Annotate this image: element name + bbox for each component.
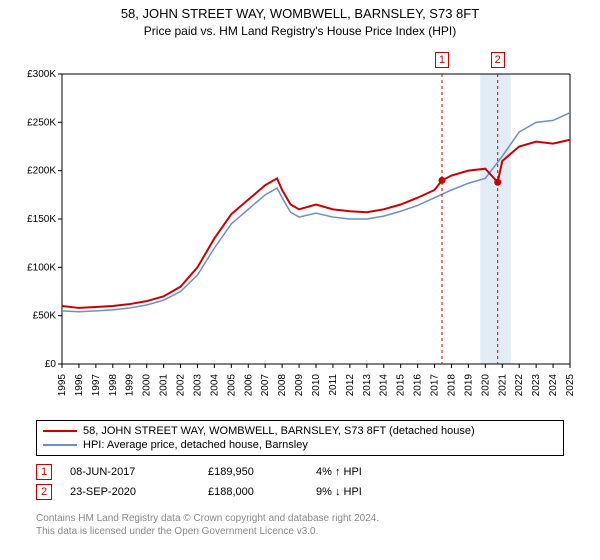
legend-label: HPI: Average price, detached house, Barn… [83,439,308,451]
svg-text:2010: 2010 [311,374,322,397]
svg-text:2007: 2007 [260,374,271,397]
footer-attribution: Contains HM Land Registry data © Crown c… [36,512,564,538]
chart-subtitle: Price paid vs. HM Land Registry's House … [0,21,600,44]
svg-text:2012: 2012 [345,374,356,397]
svg-text:£100K: £100K [27,262,56,273]
svg-text:2018: 2018 [446,374,457,397]
footer-line-2: This data is licensed under the Open Gov… [36,525,564,538]
svg-text:2016: 2016 [413,374,424,397]
svg-text:2009: 2009 [294,374,305,397]
sales-table: 1 08-JUN-2017 £189,950 4% ↑ HPI 2 23-SEP-2020… [36,462,564,502]
svg-text:2006: 2006 [243,374,254,397]
svg-text:2011: 2011 [328,374,339,396]
svg-text:2008: 2008 [277,374,288,397]
svg-text:1997: 1997 [91,374,102,397]
sale-diff: 9% ↓ HPI [316,486,406,498]
sale-row: 1 08-JUN-2017 £189,950 4% ↑ HPI [36,462,564,482]
svg-text:2002: 2002 [176,374,187,397]
footer-line-1: Contains HM Land Registry data © Crown c… [36,512,564,525]
svg-text:2005: 2005 [226,374,237,397]
svg-text:2021: 2021 [497,374,508,397]
svg-text:2020: 2020 [480,374,491,397]
legend: 58, JOHN STREET WAY, WOMBWELL, BARNSLEY,… [36,420,564,456]
legend-row: 58, JOHN STREET WAY, WOMBWELL, BARNSLEY,… [43,424,557,438]
svg-text:2019: 2019 [463,374,474,397]
svg-text:1995: 1995 [57,374,68,397]
sale-marker-badge: 2 [491,52,505,68]
line-chart-svg: £0 £50K £100K £150K £200K £250K £300K 1995 1996 1… [20,44,580,414]
svg-text:2022: 2022 [514,374,525,397]
chart-title: 58, JOHN STREET WAY, WOMBWELL, BARNSLEY,… [0,0,600,21]
sale-index-badge: 1 [36,464,52,480]
svg-text:2015: 2015 [396,374,407,397]
svg-text:2023: 2023 [531,374,542,397]
svg-text:£0: £0 [45,359,57,370]
svg-text:1999: 1999 [125,374,136,397]
svg-text:1998: 1998 [108,374,119,397]
svg-text:2014: 2014 [379,374,390,397]
svg-text:£150K: £150K [27,214,56,225]
svg-text:2004: 2004 [209,374,220,397]
legend-label: 58, JOHN STREET WAY, WOMBWELL, BARNSLEY,… [83,425,475,437]
svg-text:2003: 2003 [192,374,203,397]
svg-text:2025: 2025 [565,374,576,397]
svg-text:£200K: £200K [27,166,56,177]
svg-text:2000: 2000 [142,374,153,397]
svg-text:£300K: £300K [27,69,56,80]
sale-row: 2 23-SEP-2020 £188,000 9% ↓ HPI [36,482,564,502]
sale-index-badge: 2 [36,484,52,500]
sale-date: 23-SEP-2020 [70,486,190,498]
sale-date: 08-JUN-2017 [70,466,190,478]
svg-text:1996: 1996 [74,374,85,397]
svg-text:£250K: £250K [27,117,56,128]
svg-text:£50K: £50K [33,311,57,322]
chart-area: £0 £50K £100K £150K £200K £250K £300K 1995 1996 1… [20,44,580,414]
svg-text:2001: 2001 [159,374,170,397]
sale-marker-badge: 1 [435,52,449,68]
legend-swatch [43,444,77,446]
legend-swatch [43,430,77,432]
svg-text:2017: 2017 [430,374,441,397]
sale-price: £189,950 [208,466,298,478]
legend-row: HPI: Average price, detached house, Barn… [43,438,557,452]
sale-diff: 4% ↑ HPI [316,466,406,478]
sale-price: £188,000 [208,486,298,498]
svg-text:2024: 2024 [548,374,559,397]
svg-text:2013: 2013 [362,374,373,397]
